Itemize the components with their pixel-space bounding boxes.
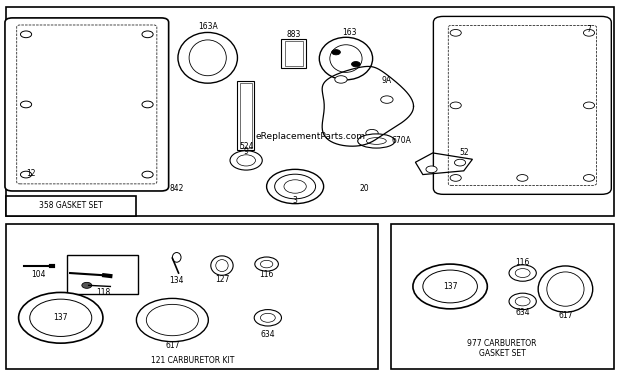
Ellipse shape [172, 253, 181, 262]
Text: 163: 163 [342, 28, 356, 37]
Text: 9A: 9A [382, 76, 392, 85]
Ellipse shape [142, 31, 153, 38]
Ellipse shape [366, 129, 378, 137]
Text: 617: 617 [558, 311, 573, 320]
Ellipse shape [20, 171, 32, 178]
Ellipse shape [583, 175, 595, 181]
Text: eReplacementParts.com: eReplacementParts.com [255, 132, 365, 141]
Text: 617: 617 [165, 341, 180, 350]
Ellipse shape [335, 76, 347, 83]
Text: 134: 134 [169, 276, 184, 285]
Ellipse shape [423, 270, 477, 303]
Ellipse shape [515, 269, 530, 278]
Text: 842: 842 [169, 184, 184, 193]
Text: 977 CARBURETOR
GASKET SET: 977 CARBURETOR GASKET SET [467, 339, 537, 358]
Ellipse shape [366, 138, 386, 144]
Bar [391, 224, 614, 369]
Ellipse shape [216, 260, 228, 272]
Ellipse shape [178, 32, 237, 83]
Ellipse shape [255, 257, 278, 271]
Ellipse shape [352, 62, 360, 67]
Ellipse shape [189, 40, 226, 76]
Text: 52: 52 [459, 148, 469, 157]
Text: 116: 116 [259, 270, 274, 279]
Ellipse shape [358, 134, 395, 148]
Ellipse shape [583, 29, 595, 36]
Bar [237, 81, 254, 150]
Ellipse shape [30, 299, 92, 336]
Bar [6, 224, 378, 369]
Text: 7: 7 [587, 25, 591, 34]
Bar [281, 39, 306, 68]
Ellipse shape [142, 171, 153, 178]
Ellipse shape [450, 29, 461, 36]
Text: 116: 116 [515, 258, 530, 267]
Ellipse shape [413, 264, 487, 309]
FancyBboxPatch shape [5, 18, 169, 191]
Ellipse shape [583, 102, 595, 109]
Ellipse shape [330, 45, 362, 72]
Ellipse shape [319, 37, 373, 80]
Text: 3: 3 [293, 196, 298, 205]
Ellipse shape [260, 313, 275, 322]
Bar [6, 7, 614, 216]
FancyBboxPatch shape [17, 25, 157, 184]
Ellipse shape [450, 102, 461, 109]
Ellipse shape [517, 175, 528, 181]
Ellipse shape [426, 166, 437, 173]
Ellipse shape [454, 159, 466, 166]
Ellipse shape [260, 260, 273, 268]
Text: 12: 12 [26, 169, 35, 178]
Text: 634: 634 [515, 308, 530, 317]
Text: 20: 20 [359, 184, 369, 193]
Text: 524: 524 [239, 142, 254, 151]
Ellipse shape [509, 293, 536, 310]
Text: 670A: 670A [392, 137, 412, 145]
Ellipse shape [230, 151, 262, 170]
Bar [67, 255, 138, 294]
Ellipse shape [284, 180, 306, 193]
Ellipse shape [515, 297, 530, 306]
Text: 9: 9 [244, 147, 249, 156]
Bar [285, 41, 303, 66]
Ellipse shape [267, 169, 324, 204]
Text: 634: 634 [260, 330, 275, 339]
Bar [6, 196, 136, 216]
Ellipse shape [142, 101, 153, 108]
Bar [240, 83, 252, 148]
Ellipse shape [381, 96, 393, 103]
Text: 121 CARBURETOR KIT: 121 CARBURETOR KIT [151, 356, 234, 365]
Ellipse shape [547, 272, 584, 306]
Ellipse shape [136, 298, 208, 342]
Text: 137: 137 [53, 313, 68, 322]
Text: 137: 137 [443, 282, 458, 291]
Ellipse shape [538, 266, 593, 312]
FancyBboxPatch shape [448, 25, 596, 185]
Text: 118: 118 [96, 288, 110, 297]
Ellipse shape [211, 256, 233, 275]
Ellipse shape [82, 282, 92, 288]
Text: 104: 104 [31, 270, 46, 279]
Ellipse shape [20, 31, 32, 38]
Ellipse shape [20, 101, 32, 108]
Ellipse shape [237, 155, 255, 166]
Text: 127: 127 [215, 275, 229, 283]
Ellipse shape [332, 50, 340, 55]
FancyBboxPatch shape [433, 16, 611, 194]
Text: 883: 883 [286, 30, 301, 39]
Ellipse shape [146, 304, 198, 336]
Ellipse shape [254, 310, 281, 326]
Ellipse shape [509, 265, 536, 281]
Ellipse shape [275, 174, 316, 199]
Text: 163A: 163A [198, 22, 218, 31]
Ellipse shape [450, 175, 461, 181]
Text: 358 GASKET SET: 358 GASKET SET [40, 201, 103, 210]
Ellipse shape [19, 292, 103, 343]
